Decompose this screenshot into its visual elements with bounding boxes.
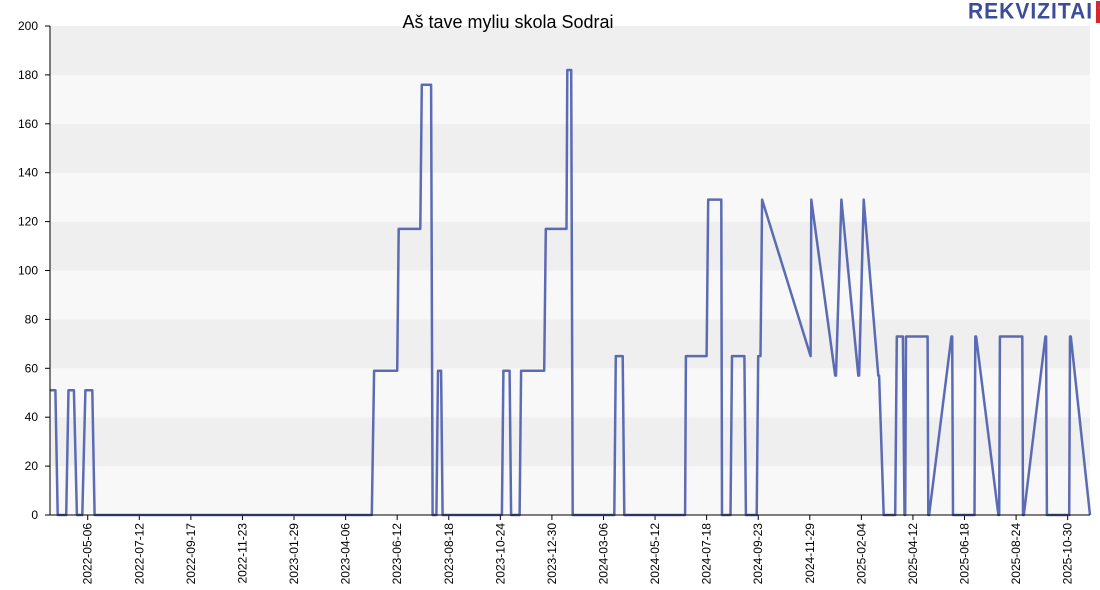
grid-band	[50, 172, 1090, 222]
grid-band	[50, 417, 1090, 467]
x-tick-label: 2024-03-06	[596, 523, 610, 585]
x-tick-label: 2023-06-12	[390, 523, 404, 585]
y-tick-label: 200	[18, 19, 38, 33]
grid-band	[50, 368, 1090, 418]
grid-bands	[50, 26, 1090, 515]
grid-band	[50, 466, 1090, 515]
x-tick-label: 2024-05-12	[648, 523, 662, 585]
grid-band	[50, 26, 1090, 75]
x-tick-label: 2023-10-24	[493, 523, 507, 585]
y-tick-label: 0	[31, 508, 38, 522]
y-tick-label: 180	[18, 68, 38, 82]
x-tick-label: 2025-06-18	[958, 523, 972, 585]
y-tick-label: 60	[25, 361, 39, 375]
y-tick-label: 40	[25, 410, 39, 424]
x-tick-label: 2025-04-12	[906, 523, 920, 585]
x-tick-label: 2022-07-12	[132, 523, 146, 585]
logo-wordmark: REKVIZITAI	[968, 0, 1094, 24]
y-tick-label: 100	[18, 264, 38, 278]
x-tick-label: 2022-09-17	[184, 523, 198, 585]
x-tick-label: 2025-08-24	[1009, 523, 1023, 585]
grid-band	[50, 270, 1090, 320]
y-tick-label: 160	[18, 117, 38, 131]
x-tick-label: 2023-12-30	[545, 523, 559, 585]
grid-band	[50, 221, 1090, 271]
x-tick-label: 2024-11-29	[803, 523, 817, 584]
x-tick-label: 2025-10-30	[1061, 523, 1075, 585]
y-tick-label: 80	[25, 312, 39, 326]
logo-badge: VŽ	[1096, 1, 1100, 23]
grid-band	[50, 319, 1090, 369]
x-tick-label: 2023-01-29	[287, 523, 301, 585]
y-tick-label: 120	[18, 215, 38, 229]
x-tick-label: 2023-08-18	[442, 523, 456, 585]
y-axis-ticks: 0 20 40 60 80 100 120 140 160 180 200	[18, 19, 50, 522]
y-tick-label: 140	[18, 166, 38, 180]
chart-title: Aš tave myliu skola Sodrai	[402, 12, 614, 32]
x-tick-label: 2022-11-23	[235, 523, 249, 584]
x-tick-label: 2024-09-23	[751, 523, 765, 585]
grid-band	[50, 123, 1090, 173]
rekvizitai-logo[interactable]: REKVIZITAI VŽ	[968, 0, 1100, 24]
x-axis-ticks: 2022-05-06 2022-07-12 2022-09-17 2022-11-23…	[81, 515, 1075, 584]
x-tick-label: 2023-04-06	[339, 523, 353, 585]
x-tick-label: 2025-02-04	[854, 523, 868, 585]
x-tick-label: 2022-05-06	[81, 523, 95, 585]
x-tick-label: 2024-07-18	[700, 523, 714, 585]
y-tick-label: 20	[25, 459, 39, 473]
